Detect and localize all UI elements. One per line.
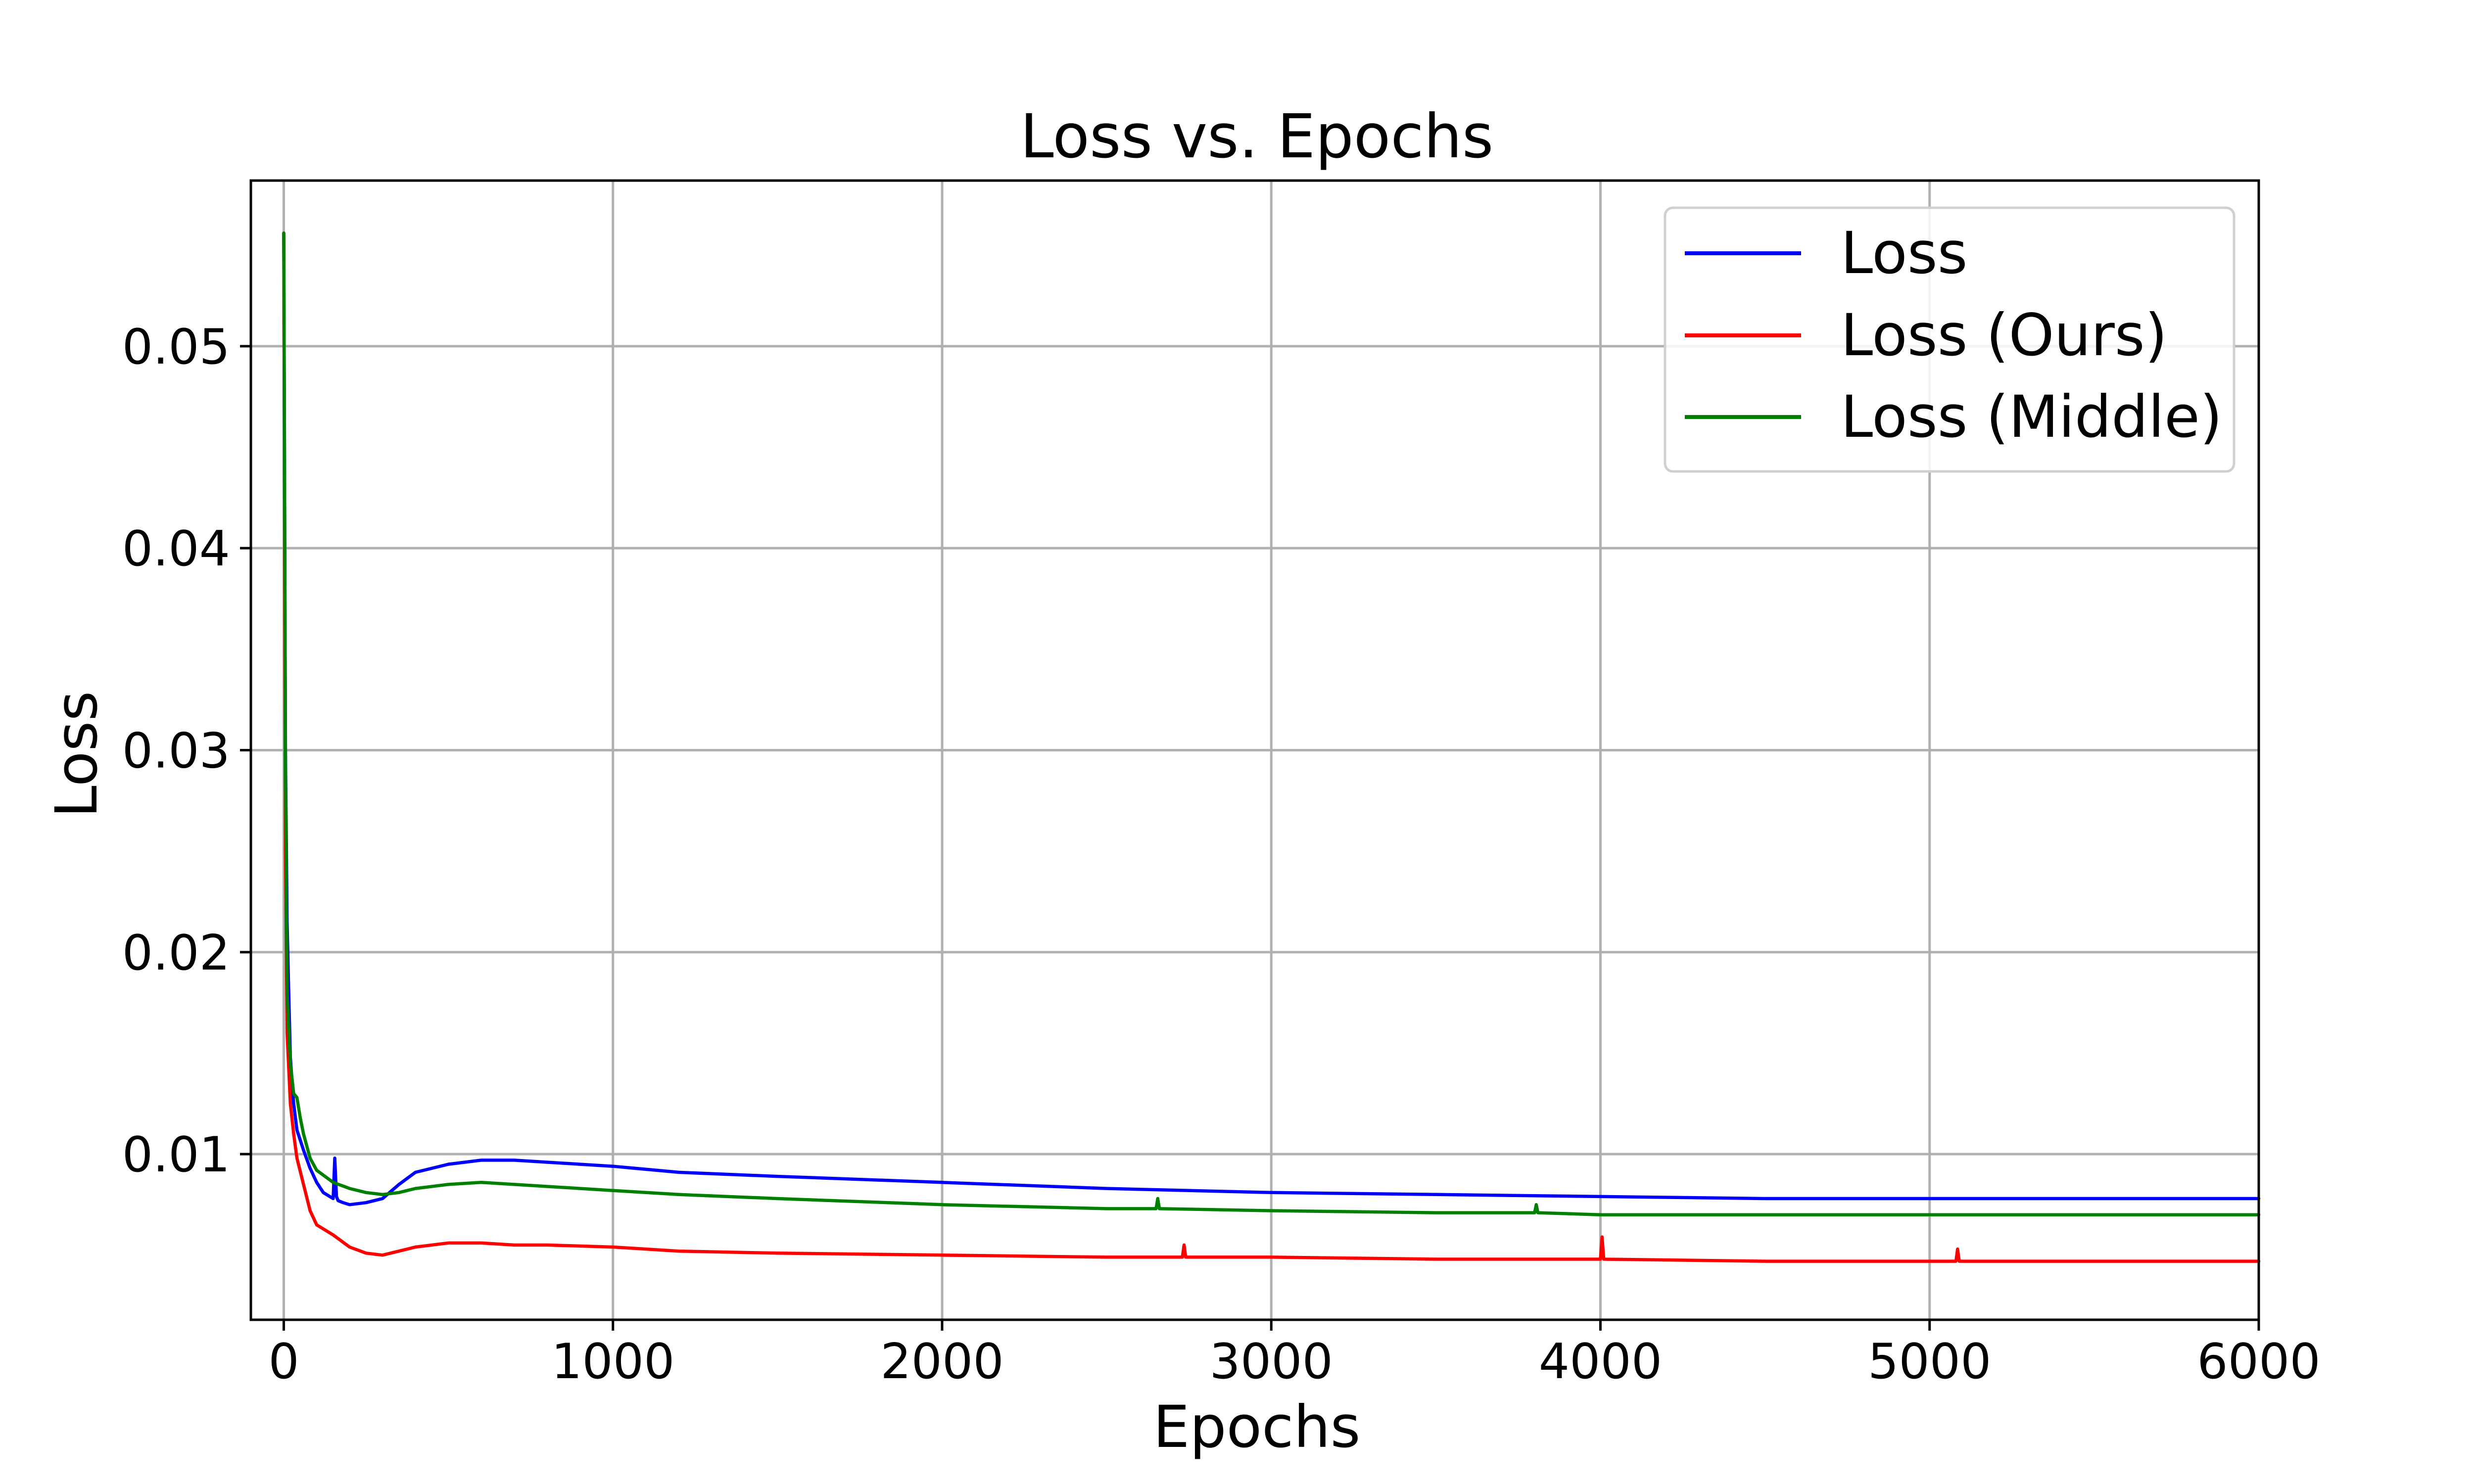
x-tick-label: 4000 xyxy=(1539,1334,1662,1390)
series-line-loss-middle xyxy=(282,231,2261,1216)
y-tick-label: 0.03 xyxy=(122,723,230,780)
legend-label: Loss (Ours) xyxy=(1841,301,2167,369)
x-tick-label: 1000 xyxy=(551,1334,674,1390)
x-tick-label: 0 xyxy=(268,1334,299,1390)
y-tick-label: 0.02 xyxy=(122,925,230,981)
grid xyxy=(251,181,2260,1320)
legend-label: Loss (Middle) xyxy=(1841,383,2223,451)
x-axis-ticks: 0 1000 2000 3000 4000 5000 6000 xyxy=(268,1320,2321,1390)
chart-title: Loss vs. Epochs xyxy=(1020,101,1494,172)
y-tick-label: 0.04 xyxy=(122,521,230,577)
series-line-loss-ours xyxy=(282,231,2261,1263)
x-tick-label: 5000 xyxy=(1868,1334,1991,1390)
legend: Loss Loss (Ours) Loss (Middle) xyxy=(1664,206,2236,473)
y-axis-ticks: 0.01 0.02 0.03 0.04 0.05 xyxy=(122,319,251,1183)
y-axis-label: Loss xyxy=(43,691,110,818)
x-tick-label: 3000 xyxy=(1210,1334,1333,1390)
x-tick-label: 2000 xyxy=(880,1334,1003,1390)
series-line-loss xyxy=(282,231,2261,1206)
x-tick-label: 6000 xyxy=(2197,1334,2320,1390)
legend-box xyxy=(1664,206,2236,473)
y-tick-label: 0.01 xyxy=(122,1127,230,1183)
x-axis-label: Epochs xyxy=(1153,1393,1360,1461)
series-lines xyxy=(282,231,2261,1263)
y-tick-label: 0.05 xyxy=(122,319,230,375)
legend-label: Loss xyxy=(1841,219,1968,287)
